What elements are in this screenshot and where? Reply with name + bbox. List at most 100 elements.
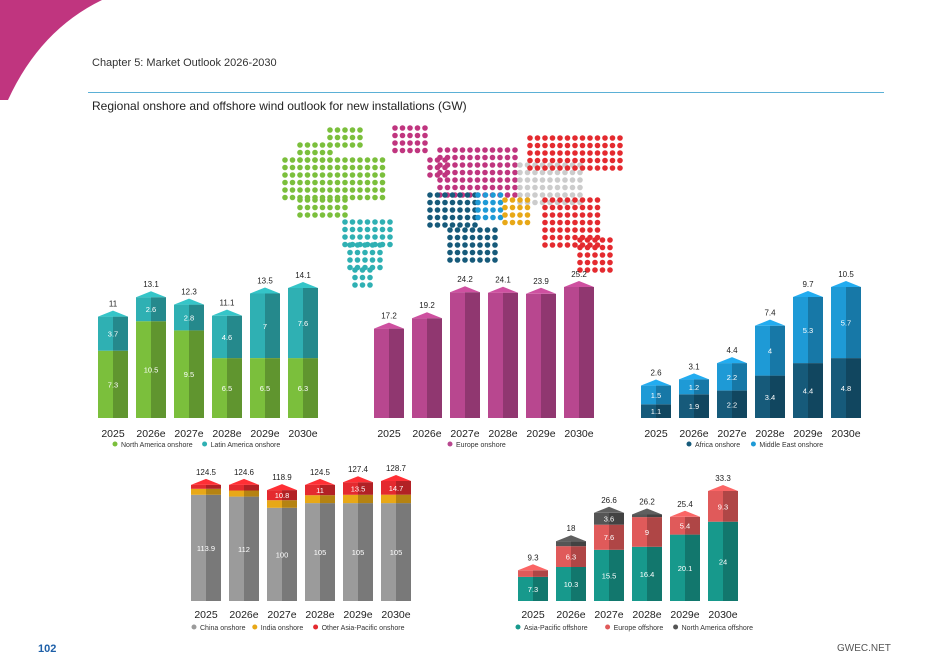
data-label: 1.1 bbox=[651, 407, 661, 416]
category-tick: 2028e bbox=[755, 428, 784, 440]
bar-segment-side bbox=[609, 524, 624, 550]
bar-segment-side bbox=[265, 293, 280, 358]
data-label: 105 bbox=[352, 548, 365, 557]
bar-cap bbox=[191, 478, 221, 485]
bar-cap bbox=[98, 310, 128, 317]
chart-americas: 7.3 3.7 11 2025 10.5 2.6 13.1 2026e 9.5 2.8 12.3 20… bbox=[98, 271, 318, 449]
bar-cap bbox=[174, 298, 204, 305]
data-label: 4.6 bbox=[222, 333, 232, 342]
data-label: 6.5 bbox=[222, 384, 232, 393]
bar-segment bbox=[679, 379, 694, 395]
total-label: 124.6 bbox=[234, 468, 255, 477]
data-label: 6.5 bbox=[260, 384, 270, 393]
legend-label: North America offshore bbox=[682, 625, 754, 632]
data-label: 14.7 bbox=[389, 484, 404, 493]
bar-segment-side bbox=[647, 514, 662, 518]
bar-segment bbox=[708, 491, 723, 522]
chart-offshore: 7.3 9.3 2025 10.3 6.3 18 2026e 15.5 7.6 3.6 26.6 20… bbox=[515, 474, 754, 632]
category-tick: 2030e bbox=[831, 428, 860, 440]
bar-segment-side bbox=[265, 358, 280, 418]
bar-cap bbox=[450, 286, 480, 293]
bar-segment-side bbox=[303, 288, 318, 359]
total-label: 10.5 bbox=[838, 270, 854, 279]
data-label: 6.3 bbox=[298, 384, 308, 393]
total-label: 33.3 bbox=[715, 474, 731, 483]
bar-segment bbox=[191, 488, 206, 495]
category-tick: 2025 bbox=[644, 428, 668, 440]
bar-cap bbox=[717, 357, 747, 364]
bar-segment bbox=[267, 490, 282, 501]
bar-segment-side bbox=[571, 567, 586, 601]
bar-segment-side bbox=[113, 350, 128, 418]
legend-marker bbox=[112, 441, 118, 447]
bar-segment-side bbox=[694, 394, 709, 418]
category-tick: 2025 bbox=[101, 428, 125, 440]
total-label: 11.1 bbox=[220, 299, 236, 308]
chart-mea: 1.1 1.5 2.6 2025 1.9 1.2 3.1 2026e 2.2 2.2 4.4 2027… bbox=[641, 270, 861, 449]
data-label: 4.8 bbox=[841, 384, 851, 393]
bar-segment-side bbox=[320, 503, 335, 601]
bar-segment-side bbox=[770, 375, 785, 418]
bar-segment-side bbox=[533, 570, 548, 577]
legend-label: North America onshore bbox=[121, 442, 193, 449]
bar-segment-side bbox=[282, 507, 297, 601]
total-label: 17.2 bbox=[381, 312, 397, 321]
bar-segment bbox=[556, 541, 571, 547]
bar-segment bbox=[632, 517, 647, 547]
bar-segment bbox=[267, 507, 282, 601]
bar-segment bbox=[594, 512, 609, 525]
category-tick: 2030e bbox=[288, 428, 317, 440]
bar-segment-side bbox=[244, 490, 259, 497]
total-label: 26.2 bbox=[639, 498, 655, 507]
bar-segment-side bbox=[609, 549, 624, 601]
category-tick: 2028e bbox=[488, 428, 517, 440]
category-tick: 2027e bbox=[450, 428, 479, 440]
bar-segment-side bbox=[427, 318, 442, 418]
data-label: 7.3 bbox=[108, 380, 118, 389]
bar-segment-side bbox=[694, 379, 709, 395]
bar-segment-side bbox=[320, 484, 335, 496]
total-label: 26.6 bbox=[601, 496, 617, 505]
bar-segment bbox=[98, 350, 113, 418]
bar-segment-side bbox=[723, 521, 738, 601]
bar-segment-side bbox=[732, 363, 747, 391]
bar-cap bbox=[381, 475, 411, 481]
bar-segment bbox=[632, 514, 647, 518]
data-label: 2.6 bbox=[146, 305, 156, 314]
bar-segment bbox=[174, 330, 189, 418]
bar-segment bbox=[381, 503, 396, 601]
bar-segment-side bbox=[227, 358, 242, 418]
chart-china-asia: 113.9 124.5 2025 112 124.6 2026e 100 10.8 118.9 2… bbox=[191, 464, 411, 632]
data-label: 5.7 bbox=[841, 319, 851, 328]
total-label: 124.5 bbox=[196, 468, 217, 477]
bar-segment bbox=[191, 484, 206, 489]
legend-marker bbox=[313, 624, 319, 630]
bar-segment bbox=[632, 546, 647, 601]
bar-segment bbox=[191, 494, 206, 601]
category-tick: 2027e bbox=[594, 609, 623, 621]
bar-segment bbox=[174, 304, 189, 331]
bar-cap bbox=[556, 535, 586, 542]
bar-segment-side bbox=[732, 390, 747, 418]
bar-segment bbox=[267, 500, 282, 508]
category-tick: 2029e bbox=[343, 609, 372, 621]
data-label: 112 bbox=[238, 545, 250, 554]
bar-segment-side bbox=[465, 292, 480, 418]
data-label: 113.9 bbox=[197, 544, 215, 553]
total-label: 9.3 bbox=[527, 553, 539, 562]
bar-segment bbox=[793, 363, 808, 418]
bar-segment-side bbox=[282, 490, 297, 501]
bar-segment-side bbox=[503, 292, 518, 418]
bar-cap bbox=[708, 485, 738, 491]
bar-segment-side bbox=[579, 287, 594, 418]
bar-segment bbox=[136, 321, 151, 418]
total-label: 127.4 bbox=[348, 465, 369, 474]
bar-segment-side bbox=[685, 534, 700, 601]
page-number: 102 bbox=[38, 643, 57, 655]
bar-segment-side bbox=[206, 484, 221, 489]
bar-segment bbox=[412, 318, 427, 418]
bar-segment-side bbox=[244, 496, 259, 601]
data-label: 3.7 bbox=[108, 330, 118, 339]
data-label: 10.5 bbox=[144, 366, 159, 375]
category-tick: 2026e bbox=[229, 609, 258, 621]
